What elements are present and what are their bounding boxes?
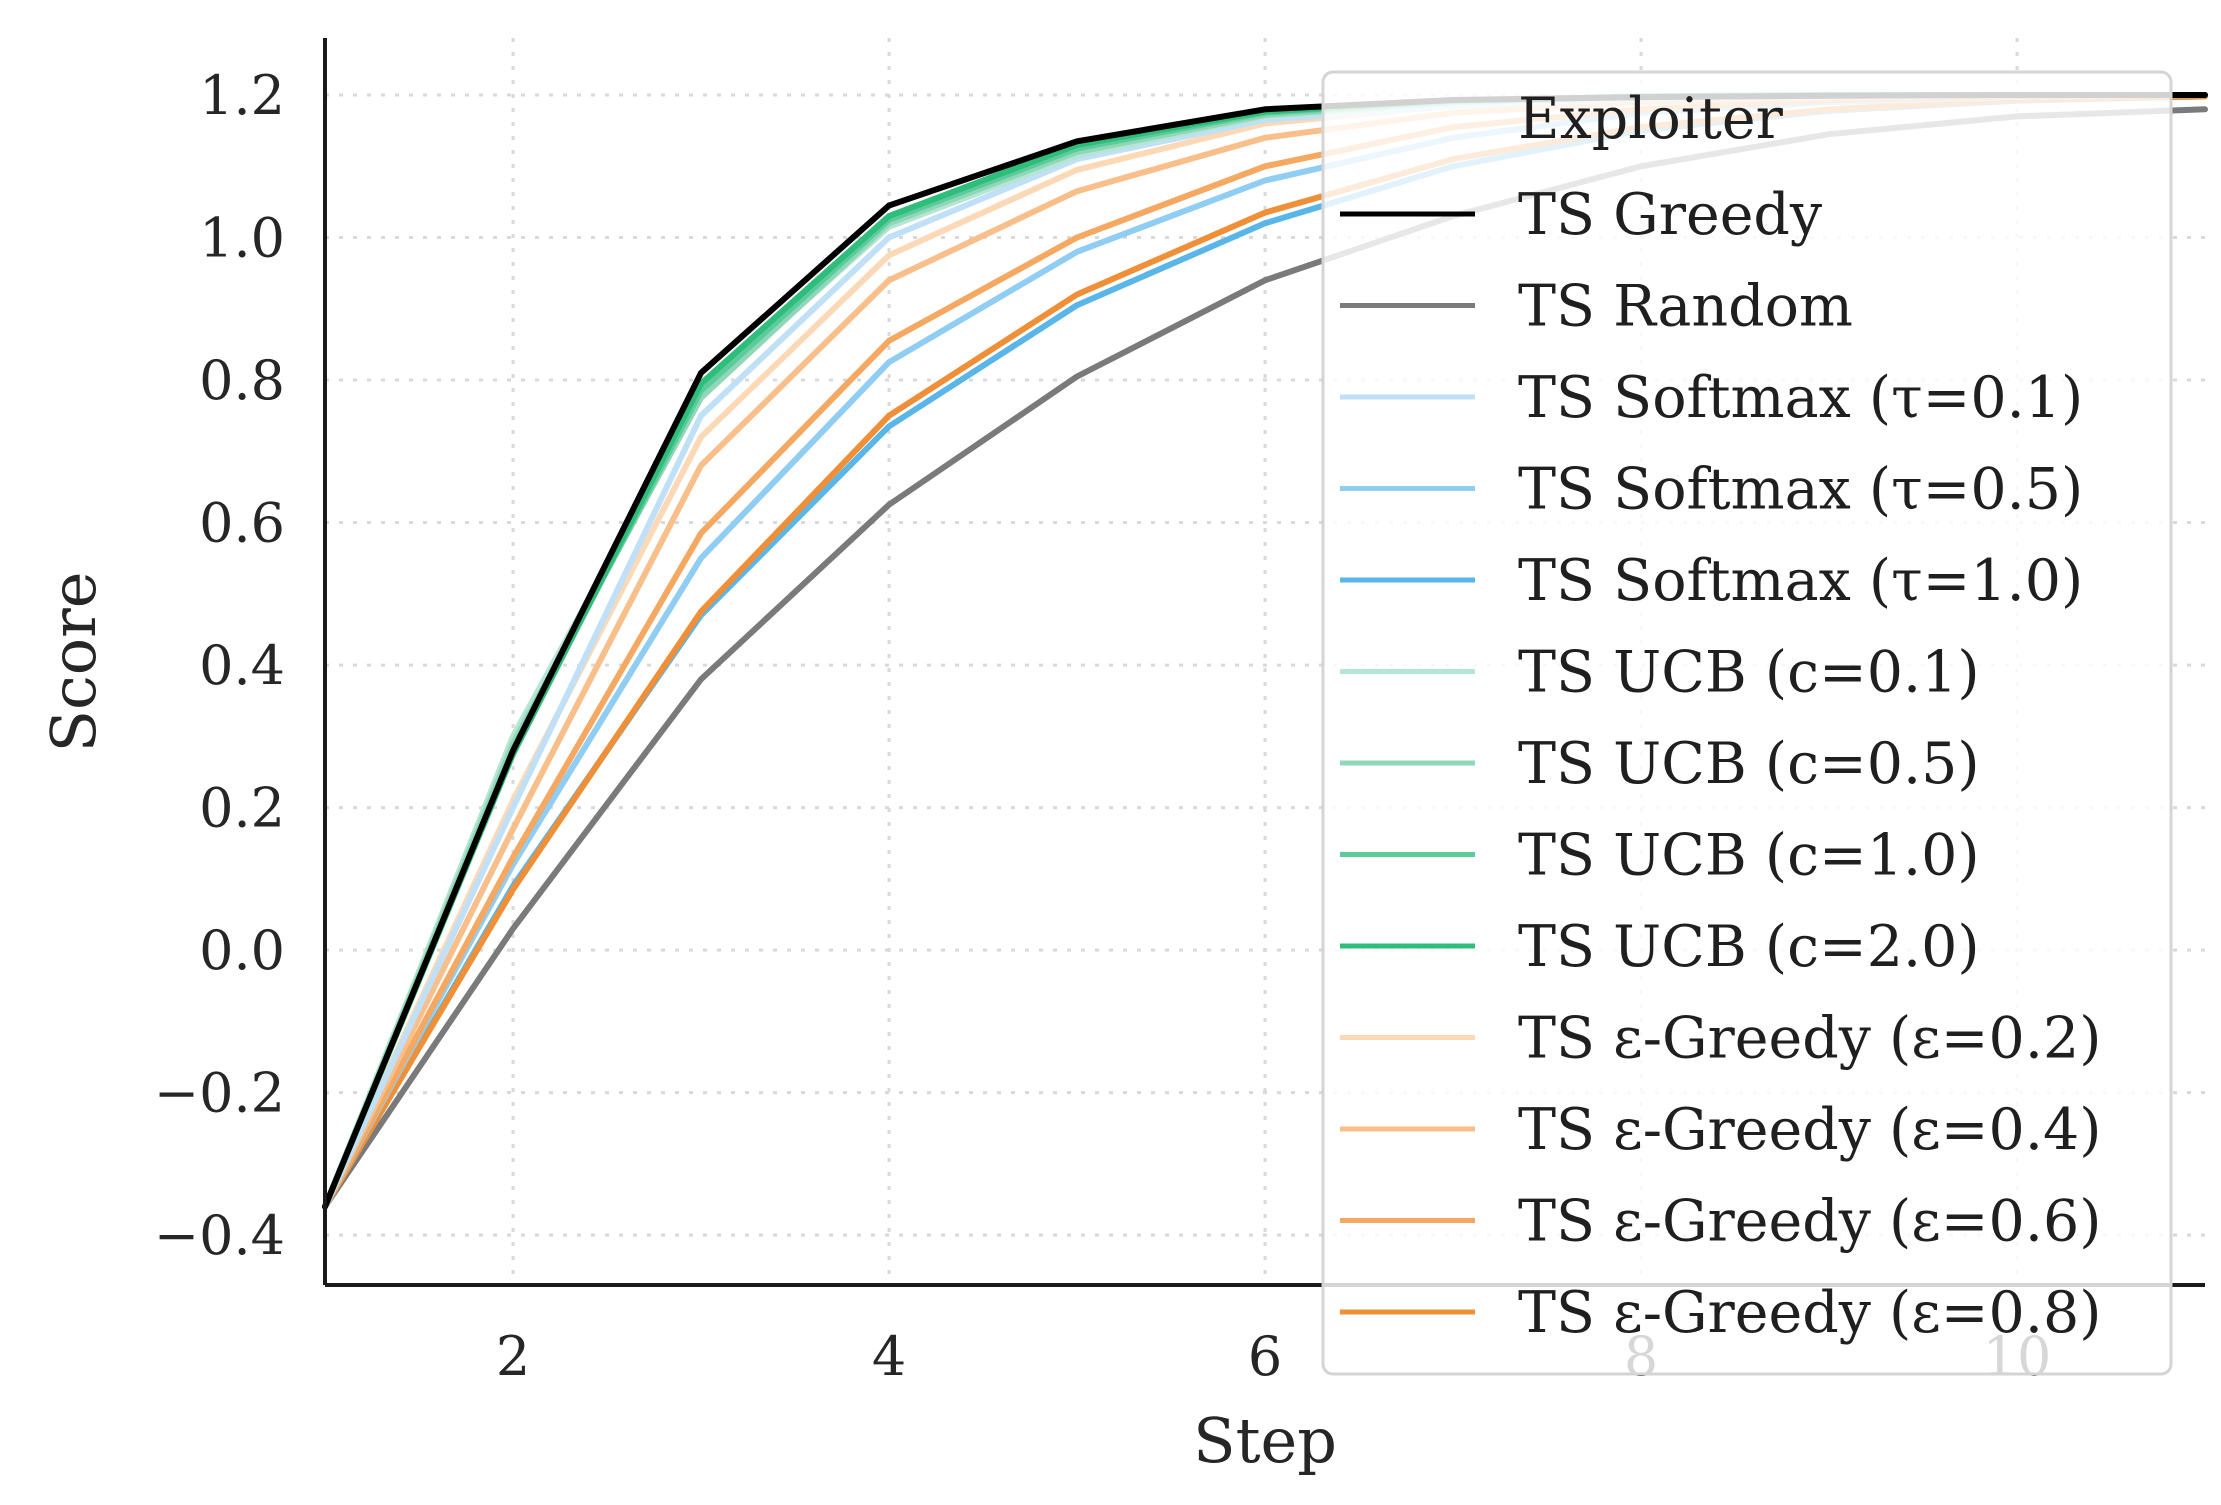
legend-label: TS ε-Greedy (ε=0.2) [1518, 1006, 2101, 1072]
legend-label: TS Random [1518, 274, 1853, 340]
legend-title: Exploiter [1518, 86, 1784, 152]
legend-label: TS Greedy [1518, 182, 1823, 248]
legend-label: TS Softmax (τ=0.5) [1518, 457, 2083, 523]
y-tick-label: 0.6 [199, 492, 285, 555]
y-tick-label: −0.4 [154, 1204, 285, 1267]
x-axis-label: Step [1193, 1404, 1337, 1477]
legend-label: TS UCB (c=0.1) [1518, 640, 1980, 706]
legend-label: TS UCB (c=0.5) [1518, 731, 1980, 797]
y-tick-label: 0.0 [199, 919, 285, 982]
legend-label: TS Softmax (τ=1.0) [1518, 548, 2083, 614]
legend-label: TS ε-Greedy (ε=0.4) [1518, 1097, 2101, 1163]
legend-label: TS ε-Greedy (ε=0.6) [1518, 1189, 2101, 1255]
y-tick-label: 0.8 [199, 349, 285, 412]
y-tick-label: −0.2 [154, 1062, 285, 1125]
legend-label: TS UCB (c=2.0) [1518, 914, 1980, 980]
legend: Exploiter TS Greedy TS Random TS Softmax (… [1321, 70, 2173, 1376]
legend-items: TS Greedy TS Random TS Softmax (τ=0.1) TS S… [1340, 182, 2101, 1346]
x-tick-label: 6 [1248, 1325, 1282, 1388]
y-axis-label: Score [37, 572, 110, 753]
y-tick-label: 1.2 [199, 64, 285, 127]
y-tick-label: 0.2 [199, 777, 285, 840]
x-tick-label: 2 [496, 1325, 530, 1388]
y-tick-labels: −0.4 −0.2 0.0 0.2 0.4 0.6 0.8 1.0 1.2 [154, 64, 285, 1267]
x-tick-label: 4 [872, 1325, 906, 1388]
legend-label: TS ε-Greedy (ε=0.8) [1518, 1280, 2101, 1346]
y-tick-label: 1.0 [199, 207, 285, 270]
legend-label: TS UCB (c=1.0) [1518, 823, 1980, 889]
legend-box [1321, 70, 2173, 1376]
legend-label: TS Softmax (τ=0.1) [1518, 365, 2083, 431]
y-tick-label: 0.4 [199, 634, 285, 697]
